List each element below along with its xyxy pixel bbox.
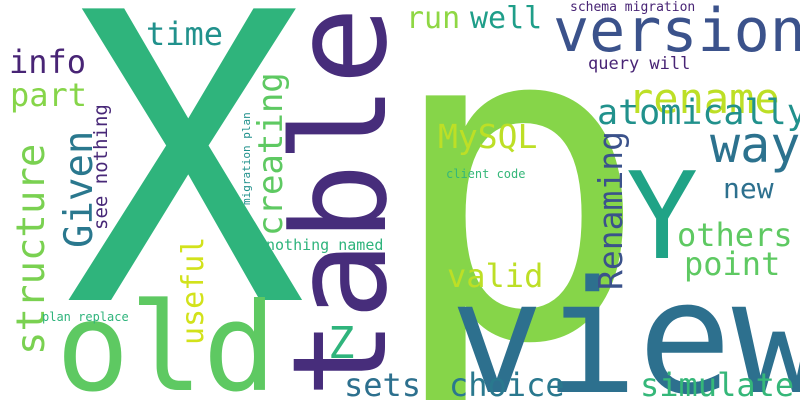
word-given: Given (57, 131, 102, 248)
word-x: X (65, 0, 306, 395)
word-mysql: MySQL (438, 117, 537, 156)
word-query-will: query will (588, 54, 690, 74)
word-migration-plan: migration plan (240, 112, 253, 205)
word-z: Z (328, 318, 355, 369)
word-point: point (684, 245, 780, 283)
word-time: time (146, 15, 223, 53)
word-new: new (723, 172, 774, 205)
word-view: view (450, 247, 800, 400)
word-nothing-named: nothing named (266, 236, 383, 254)
word-way: way (710, 116, 800, 174)
word-renaming: Renaming (591, 131, 630, 290)
word-simulate: simulate (640, 366, 794, 400)
word-plan-replace: plan replace (42, 310, 129, 324)
word-run: run (406, 1, 460, 36)
word-old: old (56, 277, 276, 400)
word-part: part (10, 76, 87, 114)
word-rename: rename (628, 74, 780, 123)
word-valid: valid (447, 257, 543, 295)
word-version: version (553, 0, 800, 66)
word-see-nothing: see nothing (90, 104, 112, 230)
word-creating: creating (251, 72, 291, 236)
word-useful: useful (176, 237, 211, 345)
word-atomically: atomically (597, 93, 800, 133)
word-sets: sets (344, 366, 421, 400)
word-structure: structure (9, 144, 54, 355)
word-info: info (9, 43, 86, 81)
word-p: p (385, 0, 650, 400)
word-schema-migration: schema migration (570, 0, 695, 15)
word-y: Y (626, 148, 698, 287)
word-others: others (677, 216, 793, 254)
word-client-code: client code (446, 167, 525, 181)
word-table: table (264, 7, 416, 398)
word-well: well (470, 1, 542, 36)
word-choice: choice (449, 366, 565, 400)
